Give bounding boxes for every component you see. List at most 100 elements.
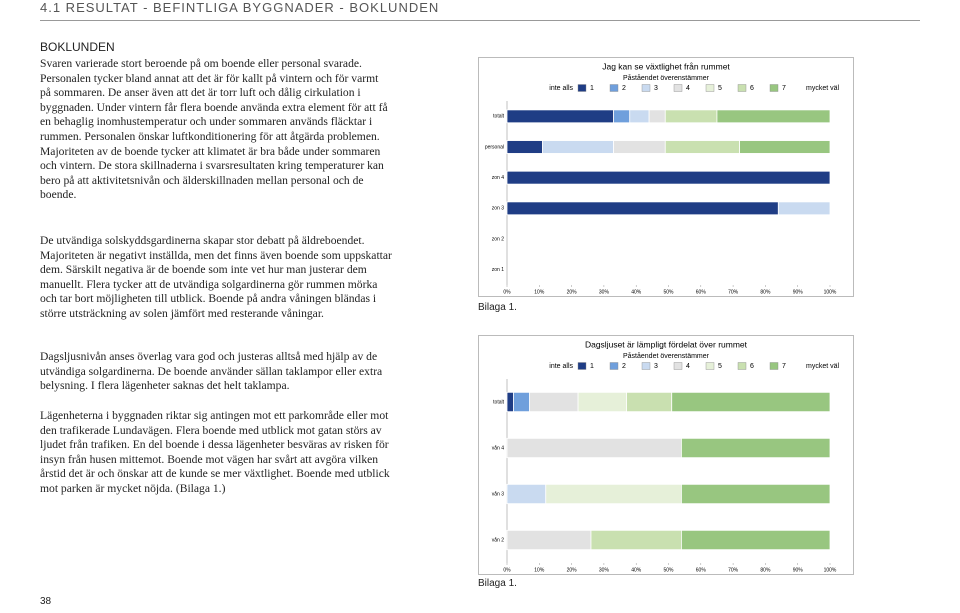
chart: Dagsljuset är lämpligt fördelat över rum…	[478, 335, 854, 575]
bar-segment	[664, 140, 740, 154]
chart: Jag kan se växtlighet från rummet Påståen…	[478, 57, 854, 297]
x-tick-label: 90%	[793, 567, 804, 573]
frame	[478, 335, 854, 575]
legend-low: inte alls	[549, 363, 573, 370]
bar-segment	[613, 140, 666, 154]
paragraph: De utvändiga solskyddsgardinerna skapar …	[40, 234, 392, 320]
category-label: vån 4	[492, 444, 504, 451]
x-tick-label: 0%	[503, 567, 511, 573]
x-tick-label: 30%	[599, 567, 610, 573]
bar-segment	[739, 140, 831, 154]
legend-label: 1	[590, 363, 594, 370]
legend-swatch	[673, 84, 683, 92]
bar-segment	[626, 391, 673, 413]
legend-label: 4	[686, 363, 690, 370]
x-tick-label: 50%	[663, 567, 674, 573]
legend-swatch	[705, 84, 715, 92]
x-tick-label: 60%	[696, 567, 707, 573]
bar-segment	[716, 109, 831, 124]
bar-segment	[545, 483, 682, 505]
bar-segment	[648, 109, 666, 124]
category-label: totalt	[493, 399, 504, 405]
bar-segment	[513, 391, 531, 413]
header-rule	[40, 20, 920, 21]
category-label: zon 3	[492, 206, 504, 212]
legend-swatch	[673, 362, 683, 370]
legend-swatch	[609, 362, 619, 370]
paragraph: Svaren varierade stort beroende på om bo…	[40, 57, 388, 202]
legend-swatch	[769, 362, 779, 370]
x-tick-label: 10%	[534, 567, 545, 573]
legend-swatch	[737, 84, 747, 92]
x-tick-label: 40%	[631, 289, 642, 295]
category-label: zon 4	[492, 175, 504, 181]
paragraph: Lägenheterna i byggnaden riktar sig anti…	[40, 409, 390, 495]
legend-label: 5	[718, 85, 722, 92]
bar-segment	[577, 391, 627, 413]
x-tick-label: 70%	[728, 289, 739, 295]
legend-swatch	[705, 362, 715, 370]
bar-segment	[777, 201, 831, 216]
x-tick-label: 20%	[567, 289, 578, 295]
bar-segment	[671, 391, 831, 413]
paragraph: Dagsljusnivån anses överlag vara god och…	[40, 350, 383, 393]
bar-segment	[613, 109, 631, 124]
legend-label: 2	[622, 85, 626, 92]
x-tick-label: 40%	[631, 567, 642, 573]
category-label: zon 1	[492, 267, 504, 273]
x-tick-label: 80%	[760, 289, 771, 295]
chart-title: Jag kan se växtlighet från rummet	[602, 61, 730, 71]
bar-segment	[681, 437, 831, 459]
category-label: zon 2	[492, 236, 504, 242]
legend-swatch	[641, 84, 651, 92]
bar-segment	[506, 437, 682, 459]
legend-label: 4	[686, 85, 690, 92]
legend-label: 7	[782, 85, 786, 92]
x-tick-label: 20%	[567, 567, 578, 573]
frame	[478, 57, 854, 297]
category-label: vån 3	[492, 490, 504, 497]
chart-subtitle: Påståendet överenstämmer	[623, 74, 710, 82]
legend-label: 6	[750, 363, 754, 370]
legend-high: mycket väl	[806, 85, 840, 92]
x-tick-label: 100%	[824, 567, 837, 573]
x-tick-label: 100%	[824, 289, 837, 295]
legend-label: 6	[750, 85, 754, 92]
legend-label: 1	[590, 85, 594, 92]
x-tick-label: 10%	[534, 289, 545, 295]
x-tick-label: 70%	[728, 567, 739, 573]
legend-label: 5	[718, 363, 722, 370]
legend-swatch	[577, 362, 587, 370]
bar-segment	[506, 140, 543, 154]
x-tick-label: 50%	[663, 289, 674, 295]
legend-swatch	[609, 84, 619, 92]
bar-segment	[506, 529, 592, 551]
bar-segment	[590, 529, 682, 551]
legend-low: inte alls	[549, 85, 573, 92]
section-heading: BOKLUNDEN	[40, 40, 115, 54]
bar-segment	[542, 140, 614, 154]
caption: Bilaga 1.	[478, 578, 517, 589]
legend-high: mycket väl	[806, 363, 840, 370]
category-label: vån 2	[492, 536, 504, 543]
legend-swatch	[641, 362, 651, 370]
bar-segment	[506, 170, 831, 185]
bar-segment	[529, 391, 579, 413]
legend-swatch	[769, 84, 779, 92]
x-tick-label: 60%	[696, 289, 707, 295]
bar-segment	[506, 201, 779, 216]
legend-label: 7	[782, 363, 786, 370]
page-number: 38	[40, 596, 52, 607]
legend-label: 2	[622, 363, 626, 370]
legend-swatch	[737, 362, 747, 370]
bar-segment	[506, 483, 547, 505]
x-tick-label: 0%	[503, 289, 511, 295]
bar-segment	[664, 109, 718, 124]
chart-subtitle: Påståendet överenstämmer	[623, 352, 710, 360]
bar-segment	[629, 109, 650, 124]
category-label: totalt	[493, 114, 504, 120]
bar-segment	[506, 109, 614, 124]
bar-segment	[506, 391, 514, 413]
legend-label: 3	[654, 363, 658, 370]
